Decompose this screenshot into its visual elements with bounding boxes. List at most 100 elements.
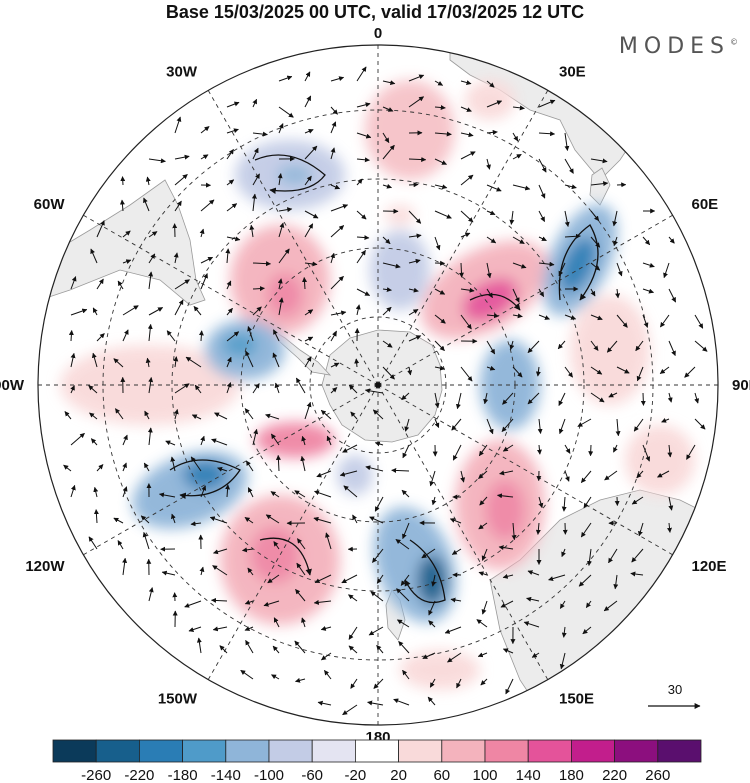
wind-vector bbox=[590, 288, 596, 297]
wind-vector bbox=[88, 536, 98, 550]
wind-vector bbox=[252, 98, 258, 108]
colorbar-tick-10: 140 bbox=[516, 767, 541, 783]
wind-vector bbox=[431, 574, 437, 587]
wind-vector bbox=[147, 427, 153, 446]
wind-vector bbox=[295, 677, 306, 683]
wind-vector bbox=[122, 259, 132, 265]
wind-vector bbox=[434, 418, 440, 428]
wind-vector bbox=[428, 620, 436, 628]
wind-vector bbox=[428, 600, 436, 616]
wind-vector bbox=[117, 280, 124, 290]
wind-vector bbox=[148, 158, 166, 164]
wind-vector bbox=[686, 444, 696, 460]
wind-vector bbox=[502, 648, 514, 654]
wind-vector bbox=[382, 132, 390, 144]
colorbar-swatch-12 bbox=[571, 739, 616, 763]
wind-vector bbox=[190, 521, 202, 527]
wind-vector bbox=[294, 640, 306, 654]
wind-vector bbox=[486, 288, 493, 299]
wind-vector bbox=[486, 262, 492, 279]
wind-vector bbox=[590, 340, 599, 351]
wind-vector bbox=[512, 366, 523, 378]
wind-vector bbox=[408, 210, 422, 224]
wind-vector bbox=[564, 366, 574, 378]
wind-vector bbox=[330, 184, 341, 190]
wind-vector bbox=[616, 262, 623, 277]
wind-vector bbox=[244, 516, 254, 524]
wind-vector bbox=[478, 571, 488, 577]
wind-vector bbox=[588, 444, 594, 457]
wind-vector bbox=[226, 128, 239, 134]
wind-vector bbox=[174, 174, 188, 186]
wind-vector bbox=[481, 600, 488, 615]
wind-vector bbox=[96, 333, 105, 342]
wind-vector bbox=[252, 147, 259, 160]
wind-vector bbox=[277, 173, 283, 186]
wind-vector bbox=[313, 599, 332, 605]
wind-vector bbox=[214, 412, 228, 420]
wind-vector bbox=[590, 236, 601, 248]
wind-vector bbox=[486, 158, 491, 170]
wind-vector bbox=[142, 531, 150, 550]
wind-vector bbox=[199, 566, 205, 576]
wind-vector bbox=[608, 548, 618, 564]
wind-vector bbox=[278, 222, 285, 238]
wind-vector bbox=[434, 131, 452, 137]
wind-vector bbox=[304, 356, 312, 368]
wind-vector bbox=[194, 384, 202, 394]
wind-vector bbox=[240, 669, 254, 680]
wind-vector bbox=[558, 392, 566, 406]
lon-label-4: 120E bbox=[692, 558, 727, 575]
wind-vector bbox=[211, 597, 228, 603]
wind-vector bbox=[350, 411, 358, 420]
wind-vector bbox=[642, 262, 655, 268]
reference-vector: 30 bbox=[648, 682, 701, 709]
wind-vector bbox=[330, 204, 349, 212]
wind-vector bbox=[527, 570, 540, 576]
wind-vector bbox=[320, 652, 332, 661]
wind-vector bbox=[538, 210, 546, 222]
wind-vector bbox=[512, 184, 531, 191]
wind-vector bbox=[434, 236, 441, 251]
wind-vector bbox=[252, 428, 259, 446]
wind-vector bbox=[429, 470, 436, 487]
wind-vector bbox=[278, 106, 294, 118]
wind-vector bbox=[590, 392, 605, 403]
wind-vector bbox=[244, 599, 254, 605]
wind-vector bbox=[200, 126, 210, 134]
wind-vector bbox=[402, 444, 410, 459]
colorbar-swatch-11 bbox=[527, 739, 572, 763]
wind-vector bbox=[304, 129, 314, 134]
wind-vector bbox=[590, 366, 603, 375]
brand-text: MODES bbox=[618, 34, 730, 59]
wind-vector bbox=[460, 210, 474, 223]
wind-vector bbox=[304, 175, 312, 186]
wind-vector bbox=[564, 470, 570, 482]
wind-vector bbox=[320, 409, 332, 420]
wind-vector bbox=[434, 314, 446, 324]
wind-vector bbox=[90, 248, 98, 264]
wind-vector bbox=[564, 158, 574, 174]
wind-vector bbox=[304, 336, 314, 342]
colorbar-swatch-4 bbox=[225, 739, 270, 763]
wind-vector bbox=[242, 547, 254, 553]
wind-vector bbox=[356, 132, 372, 139]
wind-vector bbox=[667, 444, 673, 458]
graticule bbox=[38, 45, 718, 725]
wind-vector bbox=[538, 131, 556, 137]
wind-vector bbox=[486, 129, 498, 135]
wind-vector bbox=[173, 409, 179, 420]
wind-vector bbox=[564, 132, 570, 151]
wind-vector bbox=[668, 496, 674, 511]
colorbar-swatch-2 bbox=[138, 739, 183, 763]
wind-vector bbox=[247, 487, 254, 498]
wind-vector bbox=[270, 433, 280, 446]
wind-vector bbox=[615, 288, 621, 299]
wind-vector bbox=[226, 101, 240, 108]
wind-vector bbox=[140, 515, 150, 524]
wind-vector bbox=[537, 418, 543, 434]
colorbar-swatch-3 bbox=[182, 739, 227, 763]
wind-vector bbox=[113, 517, 124, 524]
wind-vector bbox=[354, 358, 360, 368]
wind-vector bbox=[122, 329, 129, 342]
